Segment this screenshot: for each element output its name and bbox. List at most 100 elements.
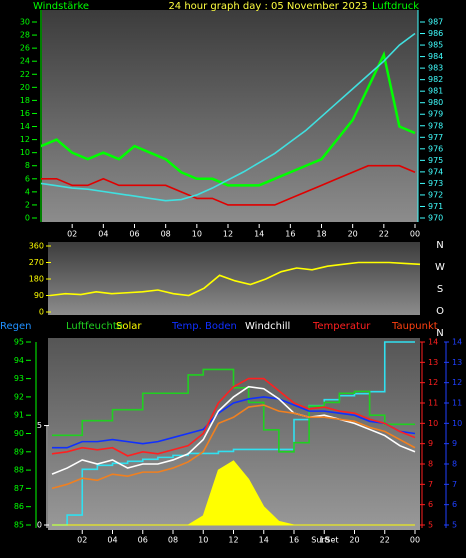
y-tick-label: 92 [14, 392, 24, 401]
series-line [52, 341, 415, 526]
compass-label: O [436, 306, 444, 317]
series-line [41, 164, 416, 206]
compass-label: N [436, 328, 443, 339]
x-tick-label: 10 [192, 230, 202, 239]
x-tick-label: 08 [161, 230, 171, 239]
y3-tick-label: 7 [452, 480, 457, 489]
y2-tick-label: 987 [428, 18, 443, 27]
y2-tick-label: 14 [428, 338, 438, 347]
x-tick-label: 22 [380, 536, 390, 545]
y-tick-label: 0 [39, 308, 44, 317]
y3-tick-label: 10 [452, 419, 462, 428]
y2-tick-label: 971 [428, 202, 443, 211]
series-line [51, 404, 416, 490]
y-tick-label: 6 [25, 174, 30, 183]
chart-title: 24 hour graph day : 05 November 2023 [168, 1, 367, 12]
y2-tick-label: 8 [428, 460, 433, 469]
y-tick-label: 94 [14, 356, 24, 365]
x-tick-label: 02 [67, 230, 77, 239]
x-tick-label: 16 [289, 536, 299, 545]
y-tick-label: 89 [14, 447, 24, 456]
y-tick-label: 14 [20, 122, 30, 131]
x-tick-label: 06 [138, 536, 148, 545]
series-line [40, 50, 416, 187]
x-tick-label: 14 [259, 536, 269, 545]
y2-tick-label: 970 [428, 214, 443, 223]
y4-tick-label: 0 [37, 521, 42, 530]
series-line [52, 368, 415, 453]
y2-tick-label: 977 [428, 133, 443, 142]
y-tick-label: 30 [20, 18, 30, 27]
y-tick-label: 8 [25, 161, 30, 170]
y3-tick-label: 13 [452, 358, 462, 367]
y-tick-label: 4 [25, 187, 30, 196]
y2-tick-label: 13 [428, 358, 438, 367]
y2-axis-title: Luftdruck [372, 1, 419, 12]
x-tick-label: 18 [319, 536, 329, 545]
y-tick-label: 85 [14, 521, 24, 530]
legend-entry: Regen [0, 321, 32, 332]
x-tick-label: 06 [129, 230, 139, 239]
y-axis-title: Windstärke [33, 1, 89, 12]
y-tick-label: 28 [20, 31, 30, 40]
y2-tick-label: 978 [428, 121, 443, 130]
y-tick-label: 26 [20, 44, 30, 53]
x-tick-label: 14 [254, 230, 264, 239]
y-tick-label: 18 [20, 96, 30, 105]
legend-entry: Windchill [245, 321, 290, 332]
y-tick-label: 12 [20, 135, 30, 144]
y-tick-label: 2 [25, 200, 30, 209]
y2-tick-label: 11 [428, 399, 438, 408]
y-tick-label: 360 [29, 242, 44, 251]
series-line [51, 385, 416, 475]
x-tick-label: 00 [410, 536, 420, 545]
x-tick-label: 16 [285, 230, 295, 239]
y-tick-label: 90 [34, 291, 44, 300]
y2-tick-label: 974 [428, 167, 443, 176]
compass-label: S [437, 284, 443, 295]
legend-entry: Temp. Boden [171, 321, 237, 332]
compass-label: W [435, 262, 445, 273]
y-tick-label: 180 [29, 275, 44, 284]
y2-tick-label: 980 [428, 98, 443, 107]
y3-tick-label: 8 [452, 460, 457, 469]
y2-tick-label: 7 [428, 480, 433, 489]
y2-tick-label: 983 [428, 64, 443, 73]
y-tick-label: 16 [20, 109, 30, 118]
annotation: Sur [311, 536, 325, 545]
y-tick-label: 24 [20, 57, 30, 66]
y-tick-label: 0 [25, 214, 30, 223]
y2-tick-label: 985 [428, 41, 443, 50]
y2-tick-label: 975 [428, 156, 443, 165]
y-tick-label: 270 [29, 258, 44, 267]
x-tick-label: 04 [98, 230, 108, 239]
legend-entry: Luftfeuchte [66, 321, 123, 332]
x-tick-label: 02 [77, 536, 87, 545]
annotation: Set [325, 536, 338, 545]
legend-entry: Taupunkt [391, 321, 438, 332]
y-tick-label: 86 [14, 502, 24, 511]
x-tick-label: 12 [228, 536, 238, 545]
y2-tick-label: 5 [428, 521, 433, 530]
y-tick-label: 22 [20, 70, 30, 79]
y-tick-label: 87 [14, 484, 24, 493]
y2-tick-label: 981 [428, 87, 443, 96]
y2-tick-label: 982 [428, 75, 443, 84]
y2-tick-label: 984 [428, 52, 443, 61]
series-line [52, 396, 416, 449]
y2-tick-label: 976 [428, 144, 443, 153]
y-tick-label: 95 [14, 338, 24, 347]
y2-tick-label: 973 [428, 179, 443, 188]
y3-tick-label: 12 [452, 378, 462, 387]
x-tick-label: 20 [349, 536, 359, 545]
y2-tick-label: 972 [428, 190, 443, 199]
panel-direction [48, 242, 420, 315]
x-tick-label: 12 [223, 230, 233, 239]
series-line [49, 261, 421, 297]
y2-tick-label: 979 [428, 110, 443, 119]
series-line [40, 32, 416, 202]
x-tick-label: 08 [168, 536, 178, 545]
solar-area [52, 460, 415, 526]
x-tick-label: 18 [316, 230, 326, 239]
